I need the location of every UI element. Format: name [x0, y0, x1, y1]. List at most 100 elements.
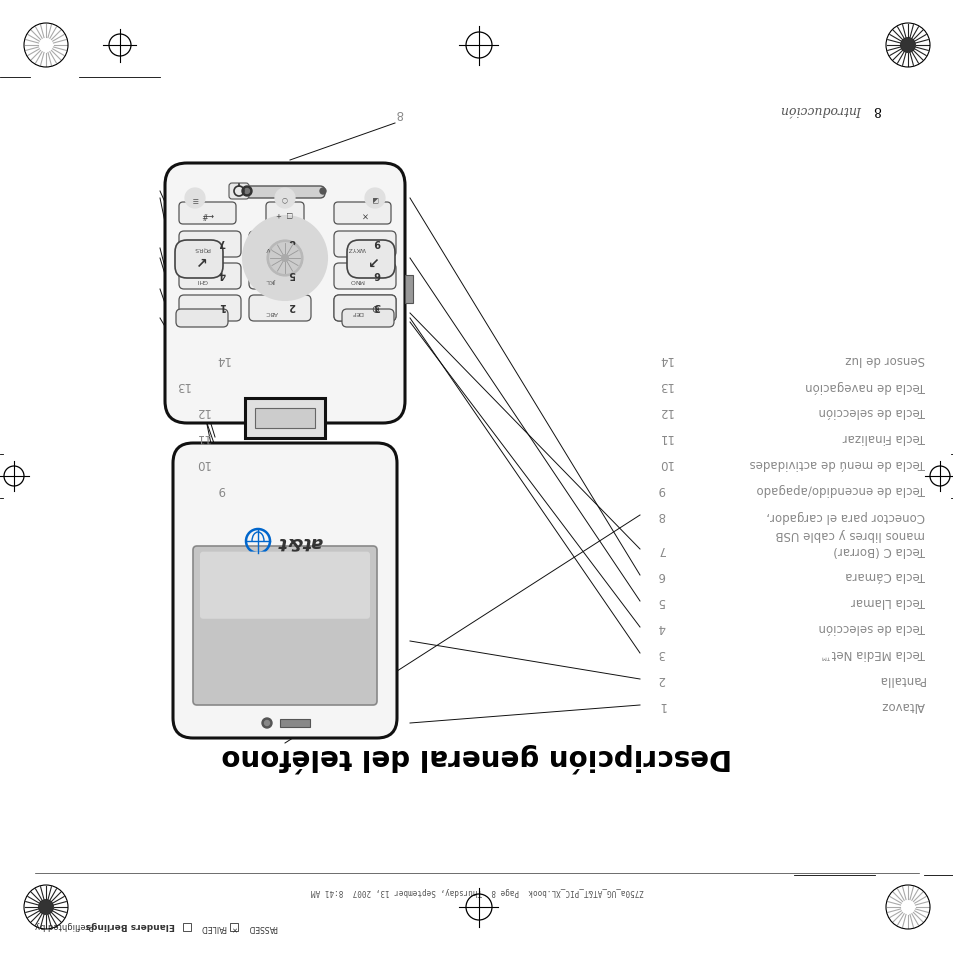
- FancyBboxPatch shape: [334, 295, 395, 322]
- Text: 14: 14: [658, 354, 672, 366]
- Text: ↗: ↗: [365, 253, 376, 267]
- Circle shape: [274, 189, 294, 209]
- Text: PQRS: PQRS: [193, 246, 211, 251]
- Text: 4: 4: [658, 620, 665, 634]
- Text: Elanders Berlings: Elanders Berlings: [85, 921, 174, 929]
- FancyBboxPatch shape: [172, 443, 396, 739]
- Text: 3: 3: [374, 301, 380, 311]
- FancyBboxPatch shape: [174, 241, 223, 278]
- Text: WXYZ: WXYZ: [348, 246, 366, 251]
- Text: GHI: GHI: [196, 278, 208, 283]
- FancyBboxPatch shape: [341, 310, 394, 328]
- FancyBboxPatch shape: [249, 232, 311, 257]
- FancyBboxPatch shape: [193, 546, 376, 705]
- FancyBboxPatch shape: [245, 398, 325, 438]
- FancyBboxPatch shape: [334, 203, 391, 225]
- Text: Tecla C (Borrar): Tecla C (Borrar): [832, 543, 924, 556]
- FancyBboxPatch shape: [266, 203, 304, 225]
- FancyBboxPatch shape: [249, 264, 311, 290]
- Text: 8: 8: [395, 108, 403, 120]
- Text: JKL: JKL: [267, 278, 276, 283]
- FancyBboxPatch shape: [347, 241, 395, 278]
- FancyBboxPatch shape: [165, 164, 405, 423]
- Text: ←#: ←#: [200, 210, 213, 218]
- Text: 11: 11: [658, 431, 672, 444]
- Text: 5: 5: [658, 595, 664, 608]
- Text: ✕: ✕: [231, 924, 236, 930]
- FancyBboxPatch shape: [179, 232, 241, 257]
- Circle shape: [264, 720, 269, 726]
- Circle shape: [262, 719, 272, 728]
- Text: Tecla MEdia Net™: Tecla MEdia Net™: [819, 647, 924, 659]
- Text: Conector para el cargador,: Conector para el cargador,: [765, 509, 924, 522]
- Bar: [230, 923, 237, 931]
- Text: 10: 10: [658, 457, 672, 470]
- Text: ABC: ABC: [265, 310, 278, 314]
- Circle shape: [365, 189, 385, 209]
- Text: 1: 1: [218, 301, 225, 311]
- FancyBboxPatch shape: [179, 264, 241, 290]
- Text: FAILED: FAILED: [200, 923, 226, 931]
- Bar: [280, 720, 310, 727]
- Text: 12: 12: [658, 405, 672, 418]
- FancyBboxPatch shape: [179, 203, 235, 225]
- Text: Tecla de selección: Tecla de selección: [818, 620, 924, 634]
- Bar: [254, 409, 314, 429]
- FancyBboxPatch shape: [245, 187, 325, 199]
- FancyBboxPatch shape: [249, 295, 311, 322]
- Text: Tecla Llamar: Tecla Llamar: [850, 595, 924, 608]
- Text: Introducción: Introducción: [781, 102, 862, 115]
- FancyBboxPatch shape: [334, 264, 395, 290]
- Text: Z750a_UG_AT&T_PIC_XL.book  Page 8  Thursday, September 13, 2007  8:41 AM: Z750a_UG_AT&T_PIC_XL.book Page 8 Thursda…: [310, 886, 643, 896]
- Bar: [183, 923, 191, 931]
- Text: 6: 6: [374, 269, 380, 279]
- Text: 14: 14: [214, 354, 230, 366]
- Text: ⊙: ⊙: [371, 301, 378, 312]
- Text: 2: 2: [658, 673, 665, 686]
- Text: 11: 11: [194, 431, 210, 444]
- Text: TUV: TUV: [265, 246, 278, 251]
- Text: 6: 6: [658, 569, 665, 582]
- Text: 8: 8: [288, 237, 295, 247]
- Text: Tecla Cámara: Tecla Cámara: [844, 569, 924, 582]
- Text: PASSED: PASSED: [248, 923, 277, 931]
- Circle shape: [185, 189, 205, 209]
- Text: 4: 4: [218, 269, 225, 279]
- Text: □  +: □ +: [276, 211, 294, 216]
- FancyBboxPatch shape: [334, 232, 395, 257]
- Circle shape: [319, 189, 326, 194]
- Text: ◪: ◪: [372, 195, 378, 202]
- Circle shape: [281, 254, 289, 263]
- Circle shape: [269, 243, 301, 274]
- FancyBboxPatch shape: [200, 552, 370, 619]
- Text: Descripción general del teléfono: Descripción general del teléfono: [221, 742, 732, 772]
- Text: 2: 2: [289, 301, 295, 311]
- Text: Tecla de selección: Tecla de selección: [818, 405, 924, 418]
- Text: at&t: at&t: [277, 533, 322, 551]
- Text: Altavoz: Altavoz: [881, 699, 924, 712]
- Text: Preflighted by: Preflighted by: [35, 921, 94, 929]
- Text: DEF: DEF: [351, 310, 363, 314]
- Text: Tecla de navegación: Tecla de navegación: [804, 379, 924, 392]
- Text: 13: 13: [658, 379, 672, 392]
- Circle shape: [243, 216, 327, 301]
- Text: 7: 7: [658, 543, 665, 556]
- Text: Tecla de menú de actividades: Tecla de menú de actividades: [749, 457, 924, 470]
- FancyBboxPatch shape: [179, 295, 241, 322]
- Text: Tecla de encendido/apagado: Tecla de encendido/apagado: [756, 483, 924, 496]
- Text: 3: 3: [658, 647, 664, 659]
- Text: 12: 12: [194, 405, 210, 418]
- FancyBboxPatch shape: [229, 184, 249, 200]
- Text: ↙: ↙: [193, 253, 205, 267]
- Text: manos libres y cable USB: manos libres y cable USB: [775, 527, 924, 540]
- Text: 8: 8: [658, 509, 664, 522]
- Text: 9: 9: [374, 237, 380, 247]
- Text: 9: 9: [217, 483, 225, 496]
- FancyBboxPatch shape: [175, 310, 228, 328]
- Bar: [405, 275, 413, 304]
- Text: 1: 1: [658, 699, 665, 712]
- Text: 5: 5: [289, 269, 295, 279]
- Text: Pantalla: Pantalla: [877, 673, 924, 686]
- Text: MNO: MNO: [349, 278, 364, 283]
- Text: Sensor de luz: Sensor de luz: [844, 354, 924, 366]
